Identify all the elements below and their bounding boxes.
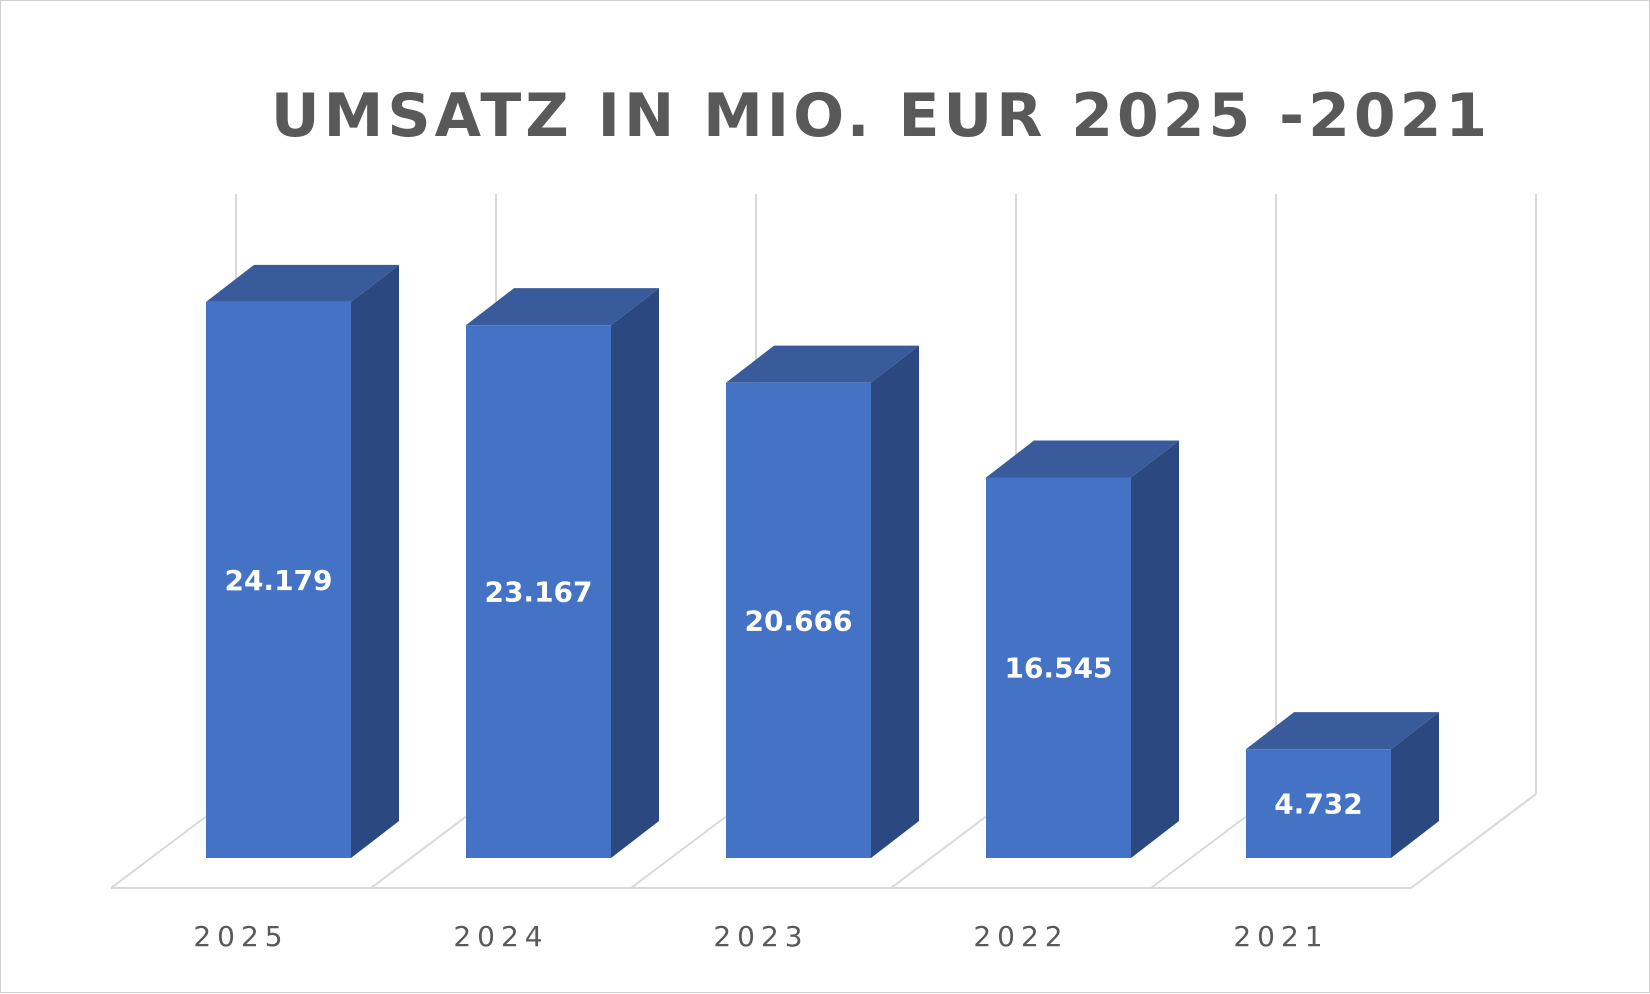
bar-2022: 16.545 [986, 440, 1179, 858]
bar-side-face [1391, 712, 1439, 858]
bar-side-face [1131, 440, 1179, 858]
data-label: 16.545 [1004, 652, 1112, 685]
data-label: 20.666 [744, 604, 852, 637]
bar-top-face [986, 440, 1179, 478]
bar-2024: 23.167 [466, 288, 659, 858]
bar-top-face [466, 288, 659, 326]
bar-side-face [871, 345, 919, 858]
floor-divider-line [1410, 793, 1537, 889]
bar-front-face [986, 477, 1131, 858]
bar-side-face [351, 264, 399, 858]
bar-front-face [1246, 749, 1391, 858]
data-label: 23.167 [484, 576, 592, 609]
bar-front-face [726, 382, 871, 858]
bar-top-face [206, 264, 399, 302]
x-tick-label: 2021 [1233, 920, 1328, 953]
x-tick-label: 2025 [193, 920, 288, 953]
bar-2025: 24.179 [206, 264, 399, 858]
x-tick-label: 2023 [713, 920, 808, 953]
x-tick-label: 2022 [973, 920, 1068, 953]
bar-front-face [466, 325, 611, 858]
bar-2021: 4.732 [1246, 712, 1439, 858]
bar-front-face [206, 301, 351, 858]
x-axis-ticks: 2025 2024 2023 2022 2021 [193, 920, 1328, 953]
data-label: 4.732 [1274, 788, 1363, 821]
chart-title: UMSATZ IN MIO. EUR 2025 -2021 [271, 81, 1491, 151]
data-label: 24.179 [224, 564, 332, 597]
x-tick-label: 2024 [453, 920, 548, 953]
bar-top-face [1246, 712, 1439, 750]
bar-2023: 20.666 [726, 345, 919, 858]
bar-side-face [611, 288, 659, 858]
bar-top-face [726, 345, 919, 383]
bars: 24.179 23.167 20.666 16.545 4.732 [206, 264, 1439, 858]
